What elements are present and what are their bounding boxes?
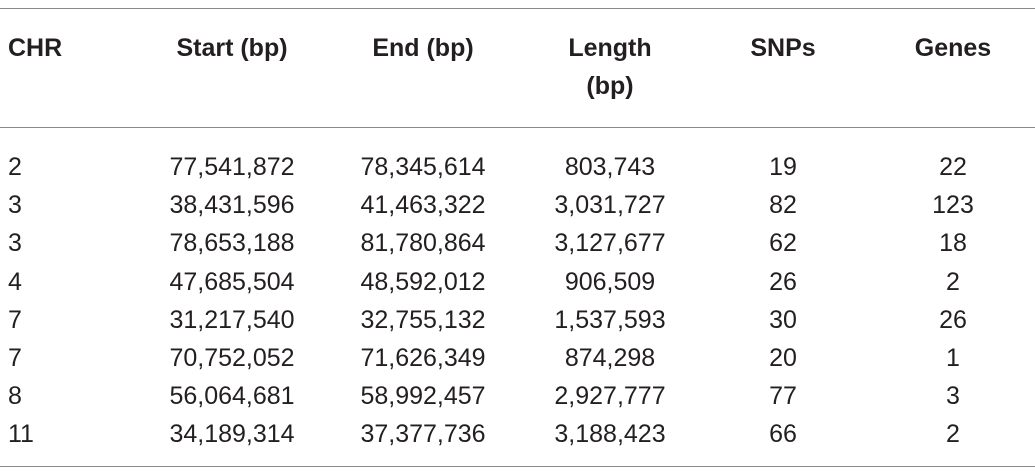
body-cell: 77 <box>769 382 797 411</box>
body-cell: 1 <box>946 344 960 372</box>
body-cell: 34,189,314 <box>169 420 295 449</box>
body-cell: 58,992,457 <box>360 382 486 411</box>
body-cell: 19 <box>769 153 797 181</box>
body-cell: 2 <box>8 153 22 181</box>
body-cell: 78,345,614 <box>360 153 486 181</box>
body-cell: 2 <box>946 267 960 296</box>
body-cell: 2,927,777 <box>554 382 666 411</box>
body-cell: 123 <box>932 191 974 220</box>
header-cell: End (bp) <box>372 34 474 62</box>
body-cell: 7 <box>8 305 22 334</box>
body-cell: 11 <box>8 420 34 449</box>
bottom-rule <box>0 466 1035 467</box>
top-rule <box>0 8 1035 9</box>
body-cell: 18 <box>939 229 967 258</box>
body-cell: 30 <box>769 305 797 334</box>
header-cell: Genes <box>914 34 992 62</box>
body-cell: 3 <box>8 229 22 258</box>
body-cell: 22 <box>939 153 967 181</box>
body-cell: 41,463,322 <box>360 191 486 220</box>
body-cell: 3 <box>8 191 22 220</box>
body-cell: 7 <box>8 344 22 372</box>
body-cell: 37,377,736 <box>360 420 486 449</box>
body-cell: 81,780,864 <box>360 229 486 258</box>
body-cell: 70,752,052 <box>169 344 295 372</box>
body-cell: 82 <box>769 191 797 220</box>
body-cell: 8 <box>8 382 22 411</box>
body-cell: 56,064,681 <box>169 382 295 411</box>
body-cell: 77,541,872 <box>169 153 295 181</box>
body-cell: 874,298 <box>564 344 656 372</box>
body-cell: 62 <box>769 229 797 258</box>
body-cell: 3,031,727 <box>554 191 666 220</box>
body-cell: 32,755,132 <box>360 305 486 334</box>
header-cell: Start (bp) <box>176 34 288 62</box>
body-cell: 31,217,540 <box>169 305 295 334</box>
body-cell: 3,127,677 <box>554 229 666 258</box>
body-cell: 48,592,012 <box>360 267 486 296</box>
body-cell: 47,685,504 <box>169 267 295 296</box>
body-cell: 66 <box>769 420 797 449</box>
body-cell: 26 <box>939 305 967 334</box>
body-cell: 1,537,593 <box>554 305 666 334</box>
body-cell: 3 <box>946 382 960 411</box>
body-cell: 38,431,596 <box>169 191 295 220</box>
body-cell: 78,653,188 <box>169 229 295 258</box>
body-cell: 2 <box>946 420 960 449</box>
body-cell: 3,188,423 <box>554 420 666 449</box>
header-cell: Length (bp) <box>568 34 652 100</box>
body-cell: 906,509 <box>564 267 656 296</box>
body-cell: 803,743 <box>564 153 656 181</box>
body-cell: 20 <box>769 344 797 372</box>
header-rule <box>0 127 1035 128</box>
body-cell: 26 <box>769 267 797 296</box>
header-cell: SNPs <box>750 34 816 62</box>
header-cell: CHR <box>8 34 63 62</box>
body-cell: 4 <box>8 267 22 296</box>
body-cell: 71,626,349 <box>360 344 486 372</box>
